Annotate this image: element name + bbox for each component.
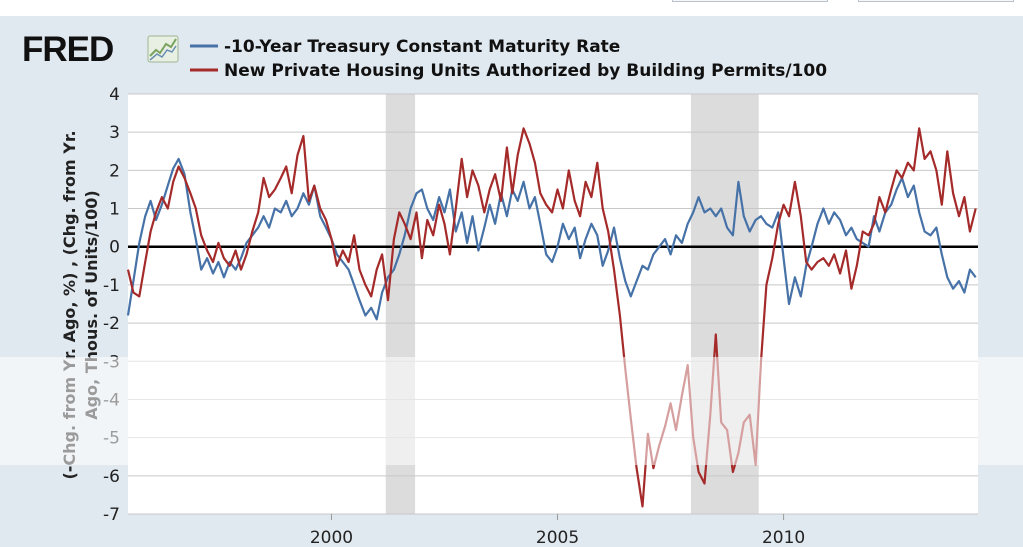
fred-logo-graph-icon xyxy=(147,35,179,63)
y-tick-label: 2 xyxy=(109,161,120,181)
legend-label-permits: New Private Housing Units Authorized by … xyxy=(224,61,827,81)
y-tick-label: 1 xyxy=(109,200,120,220)
fred-logo: FRED xyxy=(22,30,179,69)
x-tick-label: 2005 xyxy=(536,528,579,547)
series-line-permits xyxy=(126,127,977,508)
x-tick-label: 2010 xyxy=(762,528,805,547)
y-tick-label: -7 xyxy=(103,505,120,525)
top-control-left[interactable] xyxy=(672,0,828,2)
y-tick-label: -2 xyxy=(103,314,120,334)
legend-label-treasury: -10-Year Treasury Constant Maturity Rate xyxy=(224,37,620,57)
series-line-treasury xyxy=(126,157,977,321)
top-control-right[interactable] xyxy=(858,0,1014,2)
y-tick-label: -6 xyxy=(103,467,120,487)
series-lines xyxy=(126,127,977,508)
fred-logo-text: FRED xyxy=(22,30,113,69)
y-tick-label: 3 xyxy=(109,123,120,143)
y-tick-label: 0 xyxy=(109,238,120,258)
x-tick-labels: 2000 2005 2010 xyxy=(310,514,805,547)
watermark-band xyxy=(0,357,1023,465)
top-strip xyxy=(0,0,1023,16)
y-tick-label: 4 xyxy=(109,85,120,105)
x-tick-label: 2000 xyxy=(310,528,353,547)
legend: -10-Year Treasury Constant Maturity Rate… xyxy=(190,37,827,81)
y-tick-label: -1 xyxy=(103,276,120,296)
